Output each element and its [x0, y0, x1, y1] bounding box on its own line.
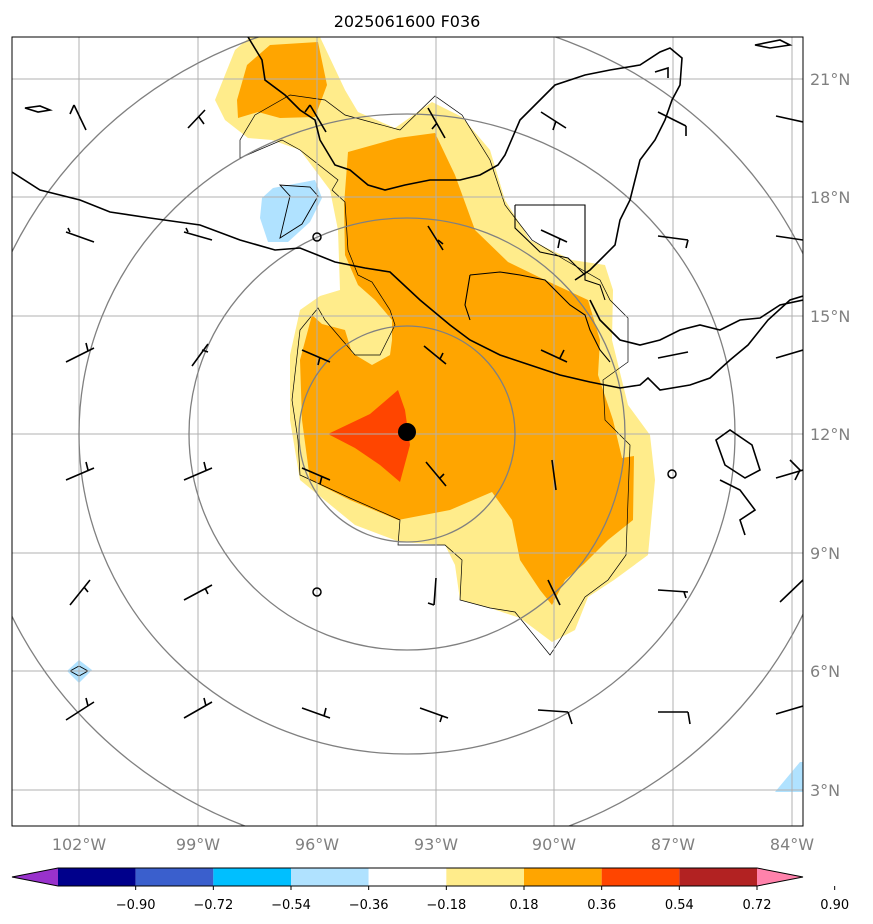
colorbar-extend-low	[12, 868, 58, 886]
borders	[464, 204, 611, 363]
wind-barb	[301, 707, 331, 719]
lat-tick-label: 3°N	[810, 781, 840, 800]
wind-barb	[65, 227, 95, 243]
wind-barb	[427, 577, 437, 606]
lon-tick-label: 93°W	[414, 835, 458, 854]
colorbar-extend-high	[757, 868, 803, 886]
wind-barb	[551, 459, 557, 491]
colorbar-bin	[679, 868, 757, 886]
colorbar-bin	[291, 868, 369, 886]
map-frame	[11, 36, 804, 827]
calm-markers	[312, 232, 677, 597]
wind-barb	[304, 104, 327, 133]
contour-line	[278, 184, 319, 239]
calm-circle	[667, 469, 677, 479]
wind-barb	[657, 351, 689, 359]
calm-circle	[312, 232, 322, 242]
wind-barb	[540, 111, 567, 131]
wind-barb	[775, 115, 803, 123]
wind-barb	[537, 709, 573, 725]
wind-barb	[779, 579, 803, 603]
lat-tick-labels: 21°N 18°N 15°N 12°N 9°N 6°N 3°N	[810, 70, 850, 800]
wind-barb	[427, 225, 444, 251]
colorbar-bin	[601, 868, 680, 886]
wind-barb	[540, 349, 568, 363]
coastlines	[12, 37, 803, 536]
colorbar-tick-label: 0.54	[665, 898, 694, 913]
wind-barb	[547, 579, 561, 606]
wind-barb	[65, 342, 95, 363]
lat-tick-label: 18°N	[810, 188, 850, 207]
colorbar-tick-label: 0.36	[587, 898, 616, 913]
map-title: 2025061600 F036	[334, 12, 481, 31]
wind-barb	[775, 235, 803, 241]
colorbar-bin	[368, 868, 447, 886]
colorbar-tick-label: 0.72	[743, 898, 772, 913]
wind-barb	[183, 584, 213, 601]
wind-barb	[425, 461, 447, 487]
wind-barb	[423, 345, 447, 365]
wind-barb	[183, 461, 213, 481]
storm-center-marker	[398, 423, 416, 441]
range-ring-2	[188, 217, 626, 651]
shaded-field-red	[328, 390, 410, 482]
wind-barb	[775, 349, 803, 359]
lon-tick-label: 96°W	[295, 835, 339, 854]
lat-tick-label: 6°N	[810, 662, 840, 681]
colorbar-outline	[11, 867, 804, 887]
colorbar-bin	[135, 868, 214, 886]
colorbar-bin	[524, 868, 602, 886]
lon-tick-label: 90°W	[532, 835, 576, 854]
wind-barb	[657, 589, 689, 599]
colorbar-bin	[446, 868, 524, 886]
lon-tick-label: 84°W	[770, 835, 814, 854]
wind-barb	[183, 697, 213, 719]
lon-tick-label: 87°W	[651, 835, 695, 854]
wind-barb	[540, 229, 568, 249]
map-area	[12, 37, 803, 826]
range-ring-1	[298, 325, 516, 543]
wind-barb	[69, 104, 87, 131]
colorbar-bin	[58, 868, 136, 886]
wind-barb	[187, 109, 206, 129]
colorbar-tick-label: −0.54	[271, 898, 311, 913]
wind-barb	[183, 227, 213, 241]
colorbar: −0.90 −0.72 −0.54 −0.36 −0.18 0.18 0.36 0.54 0.7…	[11, 867, 849, 913]
colorbar-tick-label: 0.18	[510, 898, 539, 913]
wind-barb	[658, 711, 691, 725]
lon-tick-label: 99°W	[176, 835, 220, 854]
lat-tick-label: 12°N	[810, 425, 850, 444]
shaded-field-orange	[237, 42, 634, 605]
wind-barb	[657, 235, 689, 249]
wind-barb	[65, 461, 95, 481]
colorbar-tick-label: −0.72	[193, 898, 233, 913]
lat-tick-label: 15°N	[810, 307, 850, 326]
wind-barb	[191, 343, 209, 367]
colorbar-tick-label: −0.90	[116, 898, 156, 913]
wind-barb	[69, 579, 91, 606]
contour-line	[239, 94, 631, 656]
colorbar-tick-label: −0.18	[426, 898, 466, 913]
colorbar-tick-label: 0.90	[820, 898, 849, 913]
lon-tick-labels: 102°W 99°W 96°W 93°W 90°W 87°W 84°W	[52, 835, 814, 854]
wind-barbs	[65, 104, 803, 725]
wind-barb	[775, 705, 803, 715]
colorbar-bin	[213, 868, 291, 886]
calm-circle	[312, 587, 322, 597]
wind-barb	[301, 467, 331, 485]
lon-tick-label: 102°W	[52, 835, 107, 854]
wind-barb	[301, 349, 331, 366]
wind-barb	[65, 697, 95, 721]
wind-barb	[427, 107, 446, 139]
lat-tick-label: 21°N	[810, 70, 850, 89]
wind-barb	[419, 707, 449, 723]
wind-barb	[657, 111, 687, 136]
wind-barb	[775, 469, 803, 479]
lat-tick-label: 9°N	[810, 544, 840, 563]
colorbar-tick-label: −0.36	[349, 898, 389, 913]
